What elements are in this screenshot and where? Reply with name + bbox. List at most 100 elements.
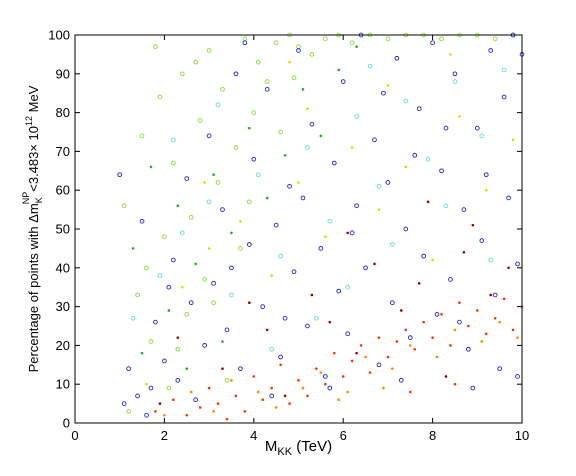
data-point (255, 172, 261, 178)
data-point (476, 309, 479, 312)
data-point (507, 266, 510, 270)
data-point (483, 172, 489, 178)
data-point (435, 355, 439, 359)
data-point (126, 409, 131, 414)
data-point (412, 152, 418, 158)
data-point (394, 55, 400, 61)
data-point (248, 301, 251, 305)
data-point (480, 340, 484, 343)
data-point (341, 375, 345, 378)
data-point (117, 172, 123, 178)
data-point (184, 312, 190, 317)
data-point (355, 45, 358, 48)
data-point (430, 40, 435, 46)
data-point (390, 300, 395, 306)
data-point (216, 402, 220, 405)
data-point (234, 394, 238, 398)
data-point (345, 331, 351, 337)
data-point (492, 36, 498, 42)
data-point (131, 247, 135, 250)
data-point (264, 86, 270, 92)
data-point (233, 71, 239, 77)
data-point (207, 247, 211, 250)
data-point (224, 327, 230, 333)
data-point (300, 195, 306, 201)
data-point (121, 203, 127, 209)
y-axis-label-part1: Percentage of points with Δm (26, 203, 41, 372)
data-point (148, 339, 154, 344)
data-point (377, 336, 381, 339)
data-point (278, 354, 283, 360)
data-point (140, 351, 144, 355)
data-point (261, 398, 265, 402)
data-point (203, 181, 206, 184)
data-point (498, 320, 501, 324)
data-point (212, 173, 215, 176)
data-point (206, 133, 212, 139)
data-point (215, 180, 221, 185)
data-point (309, 52, 315, 57)
data-point (251, 156, 257, 162)
data-point (385, 180, 391, 185)
data-point (367, 63, 373, 69)
data-point (315, 367, 318, 370)
data-point (220, 207, 225, 212)
data-point (197, 118, 203, 123)
data-point (144, 265, 149, 271)
data-point (449, 53, 452, 56)
data-point (474, 125, 480, 131)
y-tick-label: 20 (56, 338, 70, 353)
data-point (274, 406, 278, 409)
data-point (336, 288, 342, 294)
data-point (444, 375, 448, 378)
data-point (407, 335, 413, 340)
data-point (130, 315, 136, 321)
data-point (484, 188, 488, 192)
data-point (439, 168, 444, 174)
data-point (506, 195, 511, 201)
data-point (172, 398, 175, 402)
x-axis-ticks: 0 2 4 6 8 10 (71, 35, 529, 443)
data-point (386, 84, 390, 87)
data-point (202, 277, 207, 282)
data-point (163, 413, 166, 417)
data-point (179, 230, 185, 236)
data-point (319, 371, 323, 374)
data-point (135, 292, 140, 298)
data-point (265, 196, 269, 200)
data-point (296, 48, 301, 53)
y-axis-label-part3: MeV (26, 85, 41, 116)
data-point (166, 284, 172, 290)
data-point (148, 385, 154, 391)
data-point (421, 253, 427, 259)
data-point (166, 385, 172, 391)
data-point (246, 199, 252, 205)
data-point (462, 250, 466, 254)
y-tick-label: 90 (56, 66, 70, 81)
data-point (170, 137, 176, 143)
data-point (157, 273, 163, 278)
data-point (229, 265, 234, 271)
data-point (349, 40, 355, 46)
data-point (211, 280, 216, 286)
data-point (283, 394, 287, 398)
data-point (318, 246, 324, 251)
y-axis-label-exp: 12 (24, 116, 34, 126)
data-point (296, 44, 301, 49)
data-point (416, 106, 422, 112)
data-point (453, 382, 457, 386)
data-point (413, 347, 417, 351)
y-tick-label: 40 (56, 260, 70, 275)
y-tick-label: 50 (56, 222, 70, 237)
data-point (467, 324, 470, 328)
data-point (158, 402, 162, 405)
data-point (346, 390, 349, 394)
y-axis-ticks: 0 10 20 30 40 50 60 70 80 90 100 (48, 28, 522, 431)
data-point (515, 374, 520, 379)
data-point (229, 292, 234, 298)
x-tick-label: 2 (161, 428, 168, 443)
data-point (501, 67, 507, 73)
data-point (149, 165, 153, 169)
y-tick-label: 70 (56, 144, 70, 159)
data-point (126, 366, 131, 372)
